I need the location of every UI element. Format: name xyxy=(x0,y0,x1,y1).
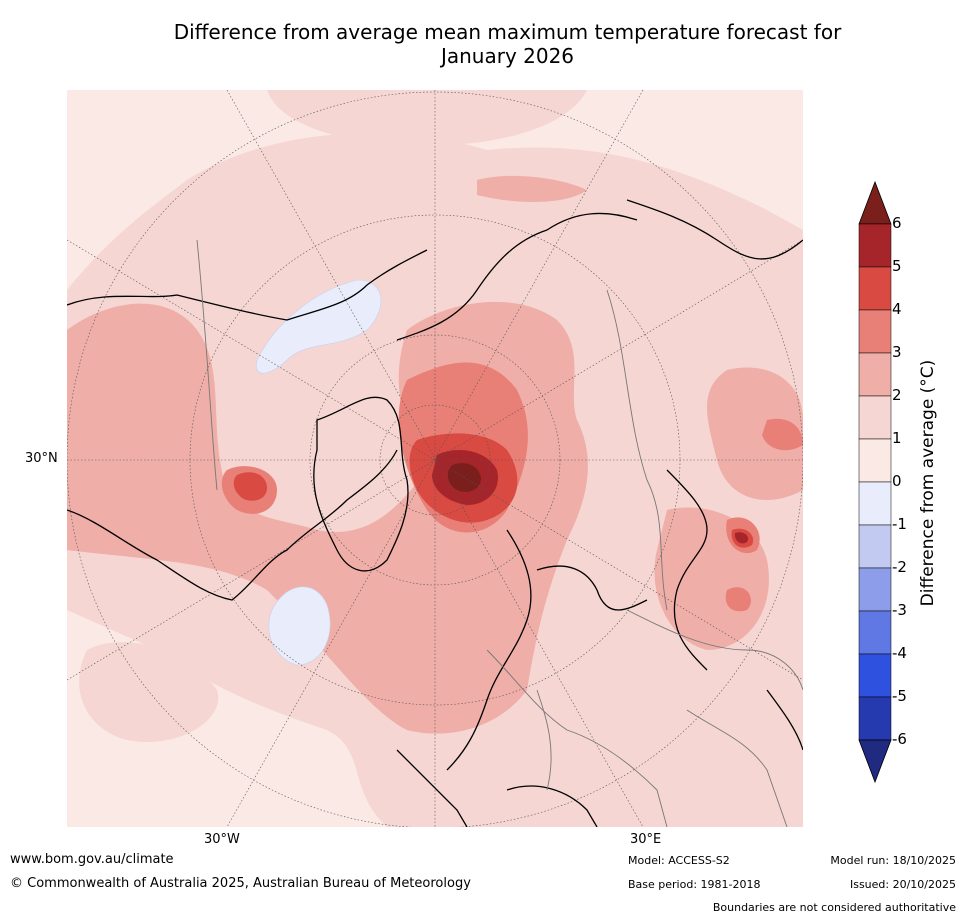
model-label: Model: ACCESS-S2 xyxy=(628,854,730,867)
coastlines xyxy=(67,199,803,827)
colorbar-tick-label: -4 xyxy=(892,644,907,662)
colorbar-over-arrow xyxy=(858,180,892,225)
colorbar-tick-label: 3 xyxy=(892,343,902,361)
colorbar xyxy=(858,180,892,784)
colorbar-tick-label: 5 xyxy=(892,257,902,275)
colorbar-segment xyxy=(858,352,892,397)
colorbar-tick-label: 1 xyxy=(892,429,902,447)
base-period-label: Base period: 1981-2018 xyxy=(628,878,761,891)
chart-title: Difference from average mean maximum tem… xyxy=(60,20,955,68)
colorbar-tick-label: -1 xyxy=(892,515,907,533)
issued-label: Issued: 20/10/2025 xyxy=(849,878,956,891)
colorbar-graphic xyxy=(858,180,892,784)
colorbar-segment xyxy=(858,438,892,483)
lon-label-30w: 30°W xyxy=(204,832,240,847)
colorbar-segment xyxy=(858,524,892,569)
anomaly-band-0-minus1 xyxy=(255,279,382,666)
colorbar-tick-label: 0 xyxy=(892,472,902,490)
colorbar-segment xyxy=(858,481,892,526)
graticule xyxy=(67,90,803,827)
colorbar-tick-label: -3 xyxy=(892,601,907,619)
title-line-2: January 2026 xyxy=(440,44,575,68)
colorbar-segment xyxy=(858,653,892,698)
copyright-notice: © Commonwealth of Australia 2025, Austra… xyxy=(10,876,471,891)
colorbar-tick-label: 6 xyxy=(892,214,902,232)
forecast-map xyxy=(67,90,803,827)
colorbar-segment xyxy=(858,610,892,655)
map-canvas xyxy=(67,90,803,827)
lat-label-30n: 30°N xyxy=(25,451,58,466)
colorbar-tick-label: -5 xyxy=(892,687,907,705)
colorbar-tick-label: -2 xyxy=(892,558,907,576)
colorbar-segment xyxy=(858,223,892,268)
colorbar-segment xyxy=(858,395,892,440)
country-boundaries xyxy=(196,239,803,827)
title-line-1: Difference from average mean maximum tem… xyxy=(173,20,842,44)
colorbar-segment xyxy=(858,266,892,311)
colorbar-segment xyxy=(858,309,892,354)
lon-label-30e: 30°E xyxy=(630,832,662,847)
model-run-label: Model run: 18/10/2025 xyxy=(830,854,956,867)
colorbar-tick-label: 2 xyxy=(892,386,902,404)
disclaimer-label: Boundaries are not considered authoritat… xyxy=(712,901,956,914)
colorbar-under-arrow xyxy=(858,739,892,784)
colorbar-segment xyxy=(858,696,892,741)
colorbar-tick-label: -6 xyxy=(892,730,907,748)
colorbar-title: Difference from average (°C) xyxy=(918,359,938,607)
colorbar-tick-label: 4 xyxy=(892,300,902,318)
colorbar-segment xyxy=(858,567,892,612)
website-link[interactable]: www.bom.gov.au/climate xyxy=(10,852,174,867)
